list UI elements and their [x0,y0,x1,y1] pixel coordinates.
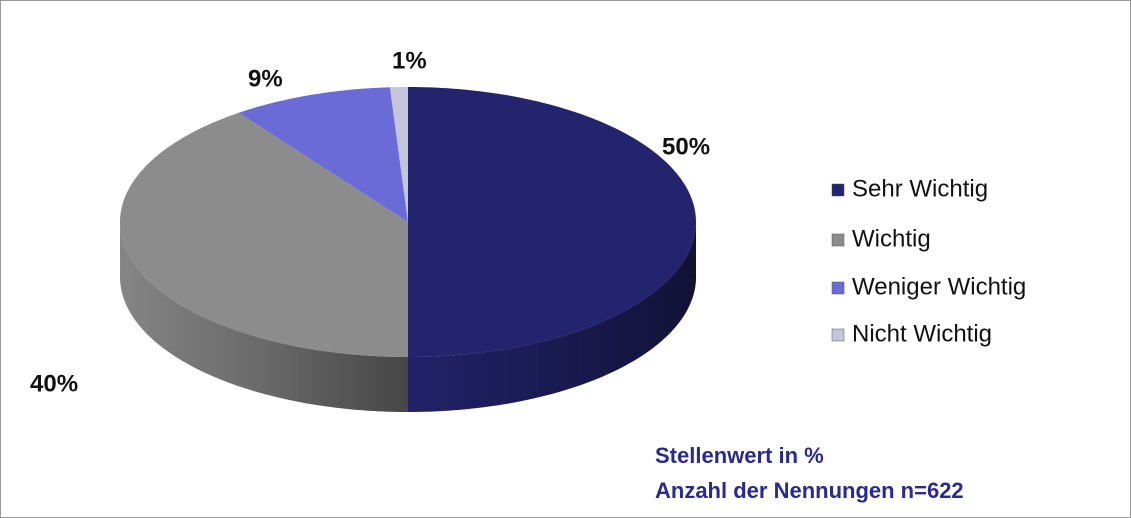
slice-side-shade [120,222,408,412]
legend-swatch [831,328,845,342]
slice [408,87,696,357]
annotation: Anzahl der Nennungen n=622 [655,478,964,503]
legend-swatch [831,281,845,295]
legend-swatch [831,233,845,247]
pie [120,87,696,412]
legend-label: Wichtig [852,225,931,252]
slice [120,112,409,357]
value-label: 50% [662,133,710,160]
legend-label: Nicht Wichtig [852,320,992,347]
legend-label: Sehr Wichtig [852,175,988,202]
value-label: 1% [392,47,427,74]
slice [389,87,408,222]
slice [238,87,408,222]
legend-label: Weniger Wichtig [852,273,1026,300]
value-label: 9% [248,65,283,92]
legend-swatch [831,183,845,197]
slice-side-shade [408,222,696,412]
annotation: Stellenwert in % [655,443,824,468]
value-label: 40% [30,370,78,397]
